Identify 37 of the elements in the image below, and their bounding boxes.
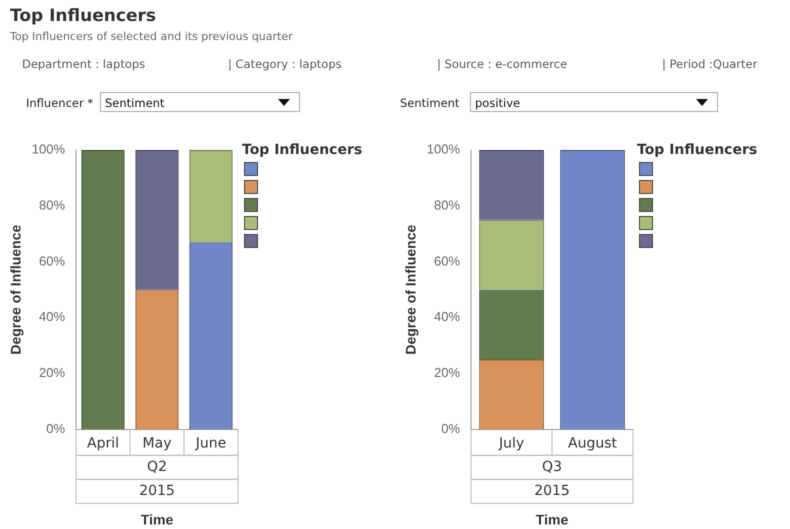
y-tick-label: 0% (441, 420, 460, 436)
text: Sentiment (400, 96, 460, 110)
y-tick-label: 60% (39, 253, 66, 268)
text: 2015 (139, 483, 175, 500)
x-tick-label: July (498, 435, 524, 452)
y-tick-label: 100% (32, 142, 66, 157)
x-axis-title: Time (536, 511, 568, 528)
text: Influencer * (26, 96, 94, 110)
text: | Category : laptops (228, 57, 342, 71)
x-axis-title: Time (140, 511, 174, 528)
text: | Source : e-commerce (437, 57, 568, 71)
y-tick-label: 0% (46, 420, 66, 436)
text: Q3 (542, 459, 562, 476)
y-tick-label: 80% (39, 197, 66, 212)
x-tick-label: May (142, 435, 172, 452)
x-tick-label: June (194, 435, 226, 452)
y-tick-label: 40% (434, 309, 460, 324)
y-tick-label: 40% (39, 309, 66, 324)
text: Q2 (147, 459, 167, 476)
y-tick-label: 60% (434, 253, 460, 268)
text: Top Influencers of selected and its previous quarter (10, 30, 293, 43)
y-tick-label: 20% (39, 365, 66, 380)
y-tick-label: 100% (426, 142, 460, 157)
legend-title: Top Influencers (637, 142, 758, 158)
y-axis-title: Degree of Influence (402, 224, 418, 355)
text: | Period :Quarter (662, 57, 758, 71)
x-tick-label: August (568, 435, 618, 452)
y-tick-label: 80% (434, 197, 460, 212)
y-axis-title: Degree of Influence (7, 224, 24, 355)
text: 2015 (534, 483, 570, 500)
legend-title: Top Influencers (242, 142, 362, 158)
text: Top Influencers (10, 6, 156, 26)
x-tick-label: April (87, 435, 120, 452)
dropdown-field: Sentiment (100, 92, 300, 112)
y-tick-label: 20% (434, 365, 460, 380)
text: Department : laptops (22, 57, 146, 71)
dropdown-field: positive (470, 92, 718, 112)
